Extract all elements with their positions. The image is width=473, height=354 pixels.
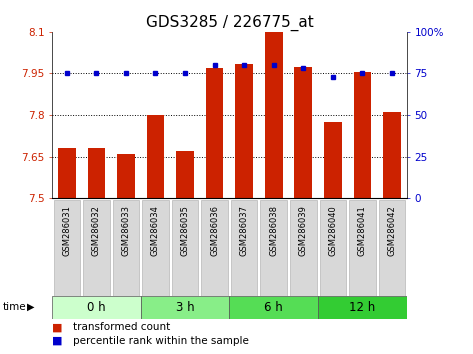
Text: GSM286038: GSM286038 [269, 205, 278, 256]
Bar [117, 154, 135, 198]
Bar [53, 200, 80, 296]
Text: 3 h: 3 h [176, 301, 194, 314]
Bar [142, 200, 169, 296]
Text: ■: ■ [52, 322, 62, 332]
Text: 0 h: 0 h [87, 301, 105, 314]
Bar [206, 68, 223, 198]
Bar [290, 200, 316, 296]
Text: GSM286039: GSM286039 [299, 205, 308, 256]
Bar [83, 200, 110, 296]
Bar [88, 148, 105, 198]
Bar [235, 64, 253, 198]
Text: 12 h: 12 h [350, 301, 376, 314]
Bar [294, 67, 312, 198]
Bar [324, 122, 342, 198]
Text: GSM286035: GSM286035 [181, 205, 190, 256]
Bar [52, 296, 140, 319]
Bar [349, 200, 376, 296]
Bar [58, 148, 76, 198]
Title: GDS3285 / 226775_at: GDS3285 / 226775_at [146, 14, 313, 30]
Text: GSM286033: GSM286033 [122, 205, 131, 256]
Text: GSM286031: GSM286031 [62, 205, 71, 256]
Bar [147, 115, 165, 198]
Bar [379, 200, 405, 296]
Text: 6 h: 6 h [264, 301, 283, 314]
Bar [231, 200, 257, 296]
Bar [113, 200, 139, 296]
Text: GSM286041: GSM286041 [358, 205, 367, 256]
Bar [320, 200, 346, 296]
Text: percentile rank within the sample: percentile rank within the sample [73, 336, 249, 346]
Text: ■: ■ [52, 336, 62, 346]
Text: time: time [2, 302, 26, 312]
Text: GSM286032: GSM286032 [92, 205, 101, 256]
Bar [265, 32, 282, 198]
Bar [176, 151, 194, 198]
Text: GSM286036: GSM286036 [210, 205, 219, 256]
Bar [261, 200, 287, 296]
Bar [140, 296, 229, 319]
Bar [383, 112, 401, 198]
Bar [172, 200, 198, 296]
Text: GSM286037: GSM286037 [240, 205, 249, 256]
Bar [201, 200, 228, 296]
Text: GSM286042: GSM286042 [387, 205, 396, 256]
Text: GSM286034: GSM286034 [151, 205, 160, 256]
Bar [318, 296, 407, 319]
Text: ▶: ▶ [27, 302, 35, 312]
Text: GSM286040: GSM286040 [328, 205, 337, 256]
Text: transformed count: transformed count [73, 322, 171, 332]
Bar [353, 72, 371, 198]
Bar [229, 296, 318, 319]
